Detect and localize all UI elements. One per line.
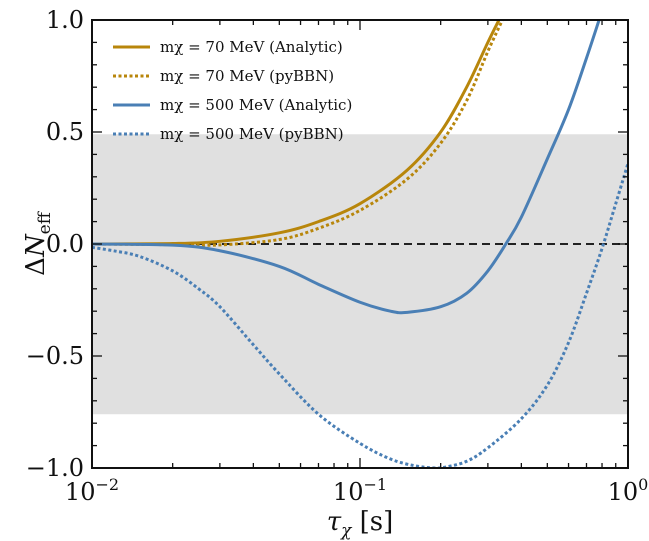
y-tick-label-2: 0.5 [46, 118, 84, 146]
y-tick-label-3: 0.0 [46, 230, 84, 258]
plot-area [92, 20, 628, 468]
y-axis-label: ΔNeff [21, 210, 55, 276]
shaded-band [92, 134, 628, 415]
legend-label-3: mχ = 500 MeV (Analytic) [160, 96, 352, 114]
plot-frame [91, 19, 629, 469]
legend-label-2: mχ = 70 MeV (pyBBN) [160, 67, 334, 85]
series-line-4 [92, 162, 628, 468]
series-line-3 [92, 20, 601, 315]
y-tick-label-1: 1.0 [46, 6, 84, 34]
x-tick-label-1: 10−2 [65, 475, 119, 506]
x-tick-label-2: 10−1 [333, 475, 387, 506]
legend-label-1: mχ = 70 MeV (Analytic) [160, 38, 343, 56]
y-tick-label-4: −0.5 [26, 342, 84, 370]
x-axis-label: τχ [s] [327, 507, 394, 541]
legend: mχ = 70 MeV (Analytic) mχ = 70 MeV (pyBBN… [113, 38, 352, 143]
tick-labels-layer: 1.0 0.5 0.0 −0.5 −1.010−2 10−1 100 [26, 6, 649, 506]
series-line-1 [92, 20, 501, 246]
y-tick-label-5: −1.0 [26, 454, 84, 482]
x-tick-label-3: 100 [608, 475, 649, 506]
legend-label-4: mχ = 500 MeV (pyBBN) [160, 125, 344, 143]
series-layer [92, 20, 628, 468]
